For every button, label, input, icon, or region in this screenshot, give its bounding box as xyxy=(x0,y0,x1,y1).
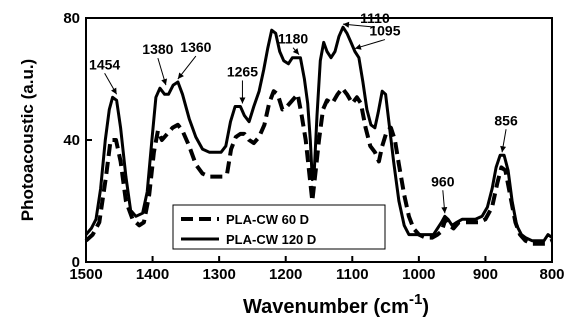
peak-label-960: 960 xyxy=(431,173,455,189)
peak-arrow-head xyxy=(239,97,246,104)
y-tick-label: 80 xyxy=(63,10,80,27)
peak-arrow-head xyxy=(177,72,184,80)
y-tick-label: 0 xyxy=(72,254,80,271)
x-tick-label: 1300 xyxy=(202,266,235,283)
legend: PLA-CW 60 D PLA-CW 120 D xyxy=(172,204,386,250)
x-axis-title-close: ) xyxy=(422,296,429,318)
peak-arrow-head xyxy=(500,145,507,153)
peak-arrow-head xyxy=(441,207,448,214)
peak-arrow-head xyxy=(292,48,300,55)
x-tick-label: 1400 xyxy=(136,266,169,283)
y-axis-title: Photoacoustic (a.u.) xyxy=(18,59,37,221)
peak-label-1095: 1095 xyxy=(369,23,400,39)
peak-label-856: 856 xyxy=(494,112,518,128)
peak-arrow-head xyxy=(111,87,117,95)
y-tick-label: 40 xyxy=(63,132,80,149)
peak-label-1265: 1265 xyxy=(227,63,258,79)
peak-label-1380: 1380 xyxy=(142,41,173,57)
x-tick-label: 1200 xyxy=(269,266,302,283)
x-tick-label: 800 xyxy=(539,266,564,283)
peak-label-1454: 1454 xyxy=(89,56,120,72)
legend-box xyxy=(172,204,386,250)
x-axis-title-superscript: -1 xyxy=(409,291,422,308)
x-tick-label: 900 xyxy=(473,266,498,283)
x-tick-label: 1000 xyxy=(402,266,435,283)
x-axis-title-main: Wavenumber (cm xyxy=(243,296,409,318)
peak-arrow-head xyxy=(161,78,168,86)
peak-label-1110: 1110 xyxy=(360,10,390,26)
peak-label-1360: 1360 xyxy=(180,39,211,55)
x-tick-label: 1500 xyxy=(69,266,102,283)
x-tick-label: 1100 xyxy=(336,266,369,283)
peak-arrow-head xyxy=(354,43,362,50)
legend-label-60d: PLA-CW 60 D xyxy=(226,212,309,227)
peak-arrow-head xyxy=(342,21,350,28)
peak-label-1180: 1180 xyxy=(278,31,309,47)
series-line-pla-cw-60d xyxy=(84,86,553,246)
x-axis-title: Wavenumber (cm-1) xyxy=(243,291,429,318)
series-line-pla-cw-120d xyxy=(84,25,553,243)
legend-label-120d: PLA-CW 120 D xyxy=(226,232,316,247)
